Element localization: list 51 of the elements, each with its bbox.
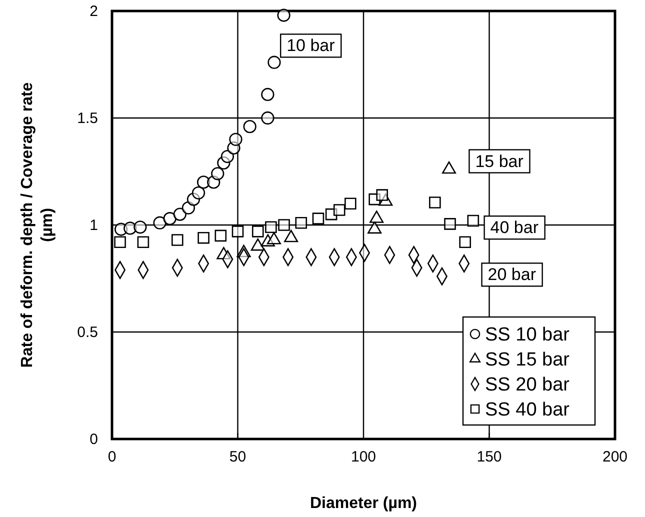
point xyxy=(265,221,277,234)
point xyxy=(171,234,184,246)
point xyxy=(198,232,210,244)
point xyxy=(153,216,166,230)
point xyxy=(163,212,176,226)
y-tick-label: 1 xyxy=(90,216,98,234)
point xyxy=(429,196,441,208)
point xyxy=(220,150,234,164)
point xyxy=(261,111,274,125)
point xyxy=(312,212,324,224)
annotation: 10 bar xyxy=(286,36,336,56)
y-axis-title: Rate of deform. depth / Coverage rate (µm) xyxy=(19,82,56,368)
y-tick-label: 2 xyxy=(90,2,98,20)
y-tick-label: 1.5 xyxy=(77,110,98,127)
x-tick-label: 150 xyxy=(476,448,502,466)
x-tick-label: 50 xyxy=(229,448,246,466)
point xyxy=(211,167,224,180)
point xyxy=(232,226,244,238)
legend-label: SS 20 bar xyxy=(485,374,570,396)
point xyxy=(134,220,147,234)
point xyxy=(192,186,206,200)
x-tick-label: 0 xyxy=(108,448,116,466)
point xyxy=(114,236,126,248)
point xyxy=(173,208,186,221)
point xyxy=(243,120,256,134)
annotation: 20 bar xyxy=(488,265,536,284)
point xyxy=(444,218,456,230)
point xyxy=(333,204,346,216)
point xyxy=(261,88,274,102)
legend-label: SS 10 bar xyxy=(485,324,570,346)
point xyxy=(268,56,281,69)
x-tick-label: 200 xyxy=(602,448,628,466)
point xyxy=(344,198,356,210)
point xyxy=(277,8,290,22)
point xyxy=(252,226,264,238)
annotation: 40 bar xyxy=(490,218,539,238)
point xyxy=(229,132,242,146)
legend-label: SS 15 bar xyxy=(485,350,570,371)
legend-label: SS 40 bar xyxy=(485,400,570,421)
point xyxy=(459,236,471,248)
point xyxy=(278,219,290,231)
x-axis-title: Diameter (µm) xyxy=(310,495,418,512)
point xyxy=(467,214,480,227)
y-tick-label: 0 xyxy=(90,430,98,448)
point xyxy=(137,236,150,248)
point xyxy=(214,230,227,242)
x-tick-label: 100 xyxy=(350,448,376,466)
point xyxy=(376,189,388,201)
annotation: 15 bar xyxy=(475,152,524,171)
point xyxy=(295,216,308,229)
y-tick-label: 0.5 xyxy=(77,324,98,341)
